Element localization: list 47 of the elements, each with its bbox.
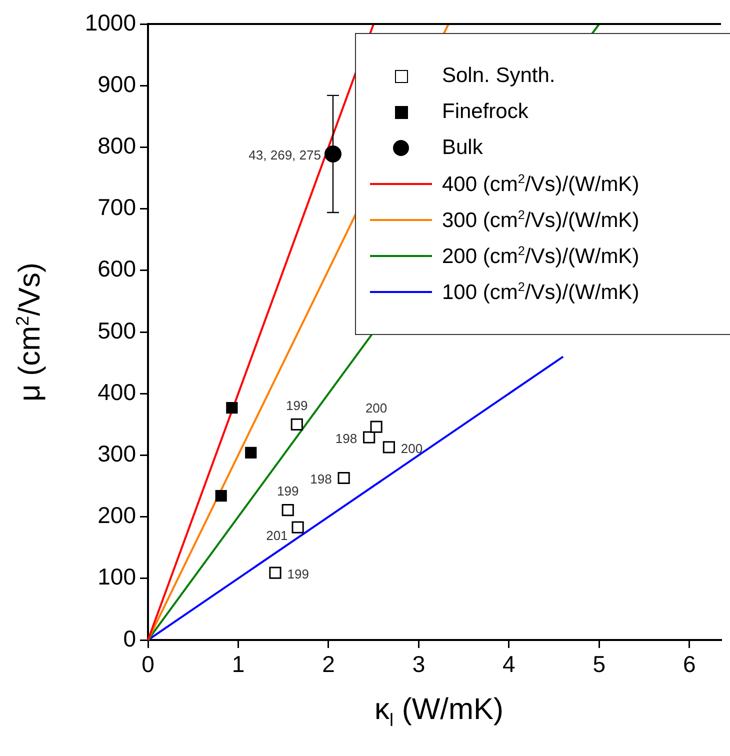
legend-label: 400 (cm$^{2}$/Vs)/(W/mK) <box>442 172 640 196</box>
point <box>226 402 238 414</box>
legend-label: 200 (cm$^{2}$/Vs)/(W/mK) <box>442 244 640 268</box>
point <box>370 420 382 433</box>
x-tick-label: 2 <box>322 651 335 678</box>
annotation: 200 <box>400 440 423 456</box>
annotation: 199 <box>277 484 299 499</box>
y-tick-label: 100 <box>98 564 136 590</box>
legend-label: 100 (cm$^{2}$/Vs)/(W/mK) <box>442 280 640 304</box>
point <box>292 521 304 534</box>
x-tick-label: 5 <box>592 651 606 678</box>
x-tick-label: 6 <box>683 651 696 678</box>
y-tick-label: 600 <box>98 256 136 282</box>
legend-label: Soln. Synth. <box>442 64 556 88</box>
x-tick-label: 4 <box>502 651 516 678</box>
y-tick-label: 500 <box>98 317 136 344</box>
y-tick-label: 200 <box>98 502 136 528</box>
annotation: 200 <box>365 400 388 416</box>
y-tick-label: 700 <box>98 194 136 220</box>
point <box>382 441 395 454</box>
point <box>363 431 376 444</box>
y-tick-label: 800 <box>98 132 136 159</box>
y-tick-label: 0 <box>123 625 136 652</box>
point <box>269 566 282 579</box>
point <box>282 504 294 516</box>
x-tick-label: 0 <box>142 651 154 678</box>
y-tick-label: 1000 <box>84 9 136 36</box>
legend-label: 300 (cm$^{2}$/Vs)/(W/mK) <box>442 208 640 232</box>
point <box>338 472 350 484</box>
point <box>324 145 342 162</box>
x-axis-title: κ$_{l}$ (W/mK) <box>374 693 504 731</box>
legend-label: Bulk <box>442 136 483 160</box>
annotation: 198 <box>310 472 332 487</box>
annotation: 201 <box>266 528 288 543</box>
y-tick-label: 900 <box>98 70 136 97</box>
y-tick-label: 300 <box>98 440 136 467</box>
annotation: 199 <box>286 398 308 413</box>
x-tick-label: 3 <box>412 651 426 678</box>
annotation: 43, 269, 275 <box>248 148 321 163</box>
annotation: 198 <box>335 430 358 446</box>
x-tick-label: 1 <box>232 651 245 678</box>
point <box>245 446 257 459</box>
point <box>290 418 303 430</box>
y-tick-label: 400 <box>98 378 136 405</box>
legend-label: Finefrock <box>442 100 528 124</box>
point <box>215 490 227 502</box>
annotation: 199 <box>287 566 309 582</box>
